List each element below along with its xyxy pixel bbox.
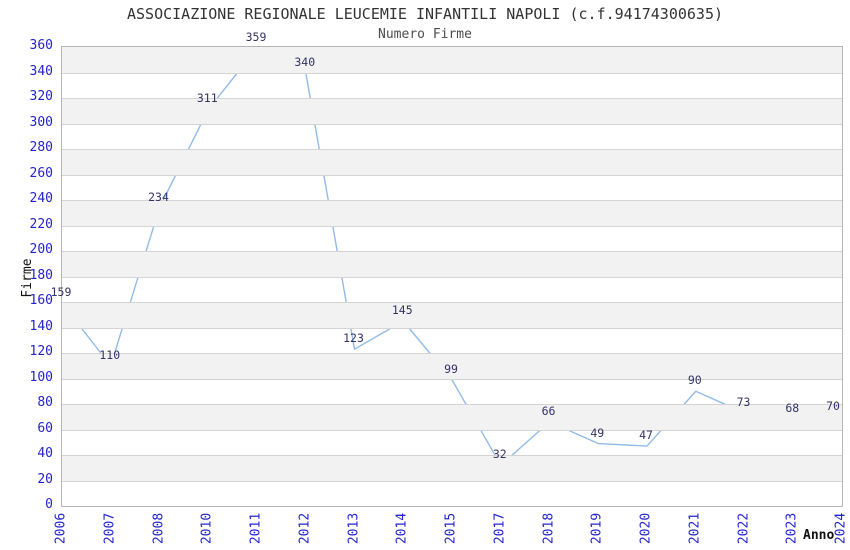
y-tick-label: 180 (29, 267, 53, 283)
gridline (62, 276, 842, 278)
gridline (62, 353, 842, 354)
data-label: 32 (492, 447, 507, 462)
y-tick-label: 60 (37, 420, 53, 436)
x-tick-label: 2015 (443, 512, 459, 545)
plot-band (62, 149, 842, 175)
data-label: 234 (148, 189, 169, 204)
gridline (62, 72, 842, 74)
gridline (62, 225, 842, 227)
data-label: 359 (245, 30, 267, 45)
data-label: 159 (50, 285, 72, 300)
y-tick-label: 120 (29, 344, 53, 359)
gridline (62, 378, 842, 380)
x-tick-label: 2007 (102, 512, 118, 545)
data-label: 99 (444, 361, 458, 376)
y-tick-label: 40 (37, 446, 53, 461)
x-tick-label: 2008 (151, 512, 166, 545)
x-tick-label: 2023 (784, 512, 800, 545)
data-label: 47 (639, 428, 653, 443)
x-tick-label: 2024 (833, 512, 849, 545)
gridline (62, 149, 842, 150)
gridline (62, 123, 842, 125)
plot-band (62, 404, 842, 430)
x-tick-label: 2020 (638, 512, 654, 545)
x-tick-label: 2014 (394, 512, 410, 545)
x-tick-label: 2012 (297, 512, 313, 545)
plot-band (62, 455, 842, 481)
x-tick-label: 2021 (687, 512, 703, 545)
x-tick-label: 2006 (53, 512, 69, 545)
x-tick-label: 2022 (736, 512, 751, 545)
x-tick-label: 2011 (248, 512, 264, 545)
y-tick-label: 100 (29, 369, 53, 385)
x-tick-label: 2010 (199, 512, 215, 545)
plot-band (62, 302, 842, 328)
x-tick-label: 2013 (346, 512, 361, 545)
chart-title: ASSOCIAZIONE REGIONALE LEUCEMIE INFANTIL… (126, 5, 724, 23)
series-line (62, 47, 842, 466)
gridline (62, 404, 842, 405)
x-axis-title: Anno (803, 528, 835, 543)
data-label: 110 (99, 347, 121, 362)
gridline (62, 200, 842, 201)
data-label: 70 (826, 398, 840, 413)
y-tick-label: 340 (29, 63, 53, 79)
plot-area (61, 46, 843, 507)
chart-subtitle: Numero Firme (378, 27, 472, 42)
y-tick-label: 360 (29, 38, 53, 53)
gridline (62, 98, 842, 99)
gridline (62, 455, 842, 456)
y-tick-label: 160 (29, 293, 53, 308)
plot-band (62, 353, 842, 379)
y-tick-label: 80 (37, 395, 53, 410)
gridline (62, 327, 842, 329)
x-tick-label: 2017 (492, 512, 508, 545)
x-tick-label: 2018 (541, 512, 556, 545)
gridline (62, 251, 842, 252)
plot-band (62, 47, 842, 73)
y-tick-label: 220 (29, 216, 53, 232)
y-tick-label: 320 (29, 89, 53, 104)
data-label: 145 (391, 303, 413, 318)
data-label: 66 (541, 403, 556, 418)
data-label: 68 (785, 401, 800, 416)
gridline (62, 429, 842, 431)
y-tick-label: 240 (29, 191, 53, 206)
series-polyline (62, 47, 842, 466)
gridline (62, 302, 842, 303)
data-label: 73 (736, 394, 751, 409)
plot-band (62, 251, 842, 277)
y-tick-label: 0 (45, 497, 53, 512)
x-tick-label: 2019 (589, 512, 605, 545)
y-tick-label: 140 (29, 318, 53, 334)
y-tick-label: 20 (37, 471, 53, 487)
gridline (62, 174, 842, 176)
data-label: 311 (196, 91, 218, 106)
gridline (62, 480, 842, 482)
data-label: 123 (343, 331, 364, 346)
y-tick-label: 300 (29, 114, 53, 130)
plot-band (62, 98, 842, 124)
y-tick-label: 280 (29, 140, 53, 155)
y-tick-label: 200 (29, 242, 53, 257)
y-tick-label: 260 (29, 165, 53, 181)
plot-band (62, 200, 842, 226)
data-label: 49 (590, 425, 605, 440)
data-label: 90 (687, 373, 702, 388)
data-label: 340 (294, 54, 316, 69)
